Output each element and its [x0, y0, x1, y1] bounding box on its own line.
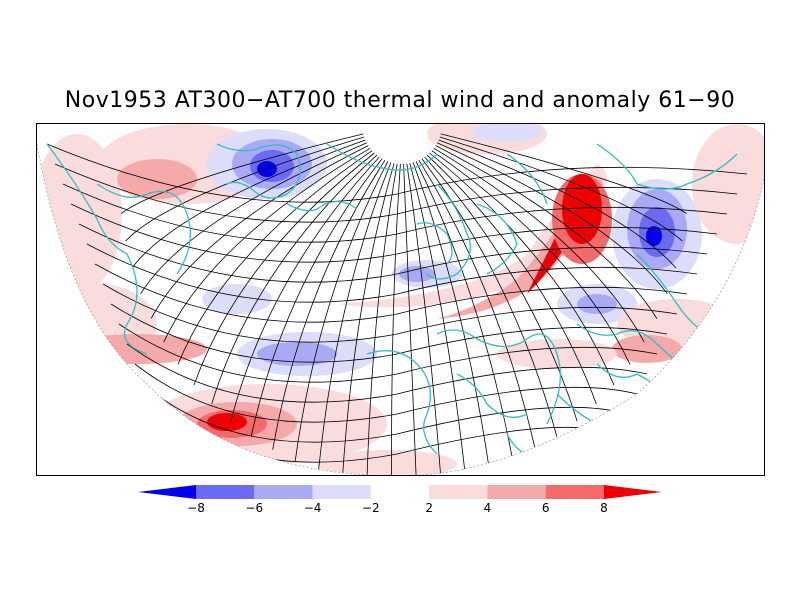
- legend-swatch: [196, 485, 255, 499]
- streamline: [78, 223, 708, 283]
- streamline: [391, 163, 401, 475]
- legend-tick-label: 4: [484, 501, 492, 515]
- legend-swatch: [487, 485, 546, 499]
- streamline: [86, 243, 698, 303]
- streamline: [409, 163, 466, 475]
- streamline: [424, 156, 578, 422]
- legend-tick-label: −2: [362, 501, 380, 515]
- streamline: [121, 133, 364, 214]
- streamline: [134, 363, 638, 423]
- streamline: [193, 152, 375, 386]
- streamline: [126, 343, 648, 403]
- streamline: [403, 163, 417, 475]
- streamline: [435, 145, 658, 319]
- streamline: [94, 263, 688, 323]
- streamline: [440, 133, 687, 214]
- streamline: [110, 303, 668, 363]
- legend-tick-label: 8: [600, 501, 608, 515]
- streamline: [250, 158, 383, 437]
- map-panel: [36, 123, 765, 476]
- hemisphere-boundary: [37, 143, 764, 475]
- streamline: [366, 163, 398, 475]
- streamline: [272, 159, 386, 450]
- streamline: [230, 156, 380, 422]
- streamline: [342, 163, 395, 475]
- legend-tick-label: −6: [245, 501, 263, 515]
- streamline: [318, 162, 392, 471]
- legend-tick-label: 2: [425, 501, 433, 515]
- streamline: [46, 143, 748, 203]
- legend-swatch: [545, 485, 604, 499]
- streamline: [415, 161, 514, 461]
- streamline: [102, 283, 678, 343]
- legend-tick-label: 6: [542, 501, 550, 515]
- streamline: [62, 183, 728, 243]
- streamline: [418, 159, 536, 450]
- legend-swatch: [429, 485, 488, 499]
- streamline: [54, 163, 738, 223]
- streamline: [118, 323, 658, 383]
- streamline: [437, 142, 668, 295]
- legend-tick-label: −4: [304, 501, 322, 515]
- streamline: [177, 150, 373, 365]
- streamline: [294, 161, 389, 461]
- legend-swatch: [370, 485, 430, 499]
- legend-swatch: [312, 485, 371, 499]
- map-title: Nov1953 AT300−AT700 thermal wind and ano…: [64, 88, 736, 113]
- streamline: [412, 162, 490, 471]
- anomaly-map: [37, 124, 764, 475]
- thermal-wind-streamlines: [46, 133, 748, 475]
- streamline: [211, 154, 378, 405]
- legend-arrow-max: [604, 485, 662, 499]
- streamline: [140, 142, 367, 295]
- legend-arrow-min: [138, 485, 196, 499]
- streamline: [421, 158, 558, 437]
- streamline: [406, 163, 442, 475]
- legend-swatch: [254, 485, 313, 499]
- streamline: [433, 147, 645, 343]
- streamline: [70, 203, 718, 263]
- streamline: [429, 152, 615, 386]
- streamline: [426, 154, 597, 405]
- streamline: [163, 147, 371, 343]
- streamline: [438, 139, 677, 269]
- legend-tick-label: −8: [187, 501, 205, 515]
